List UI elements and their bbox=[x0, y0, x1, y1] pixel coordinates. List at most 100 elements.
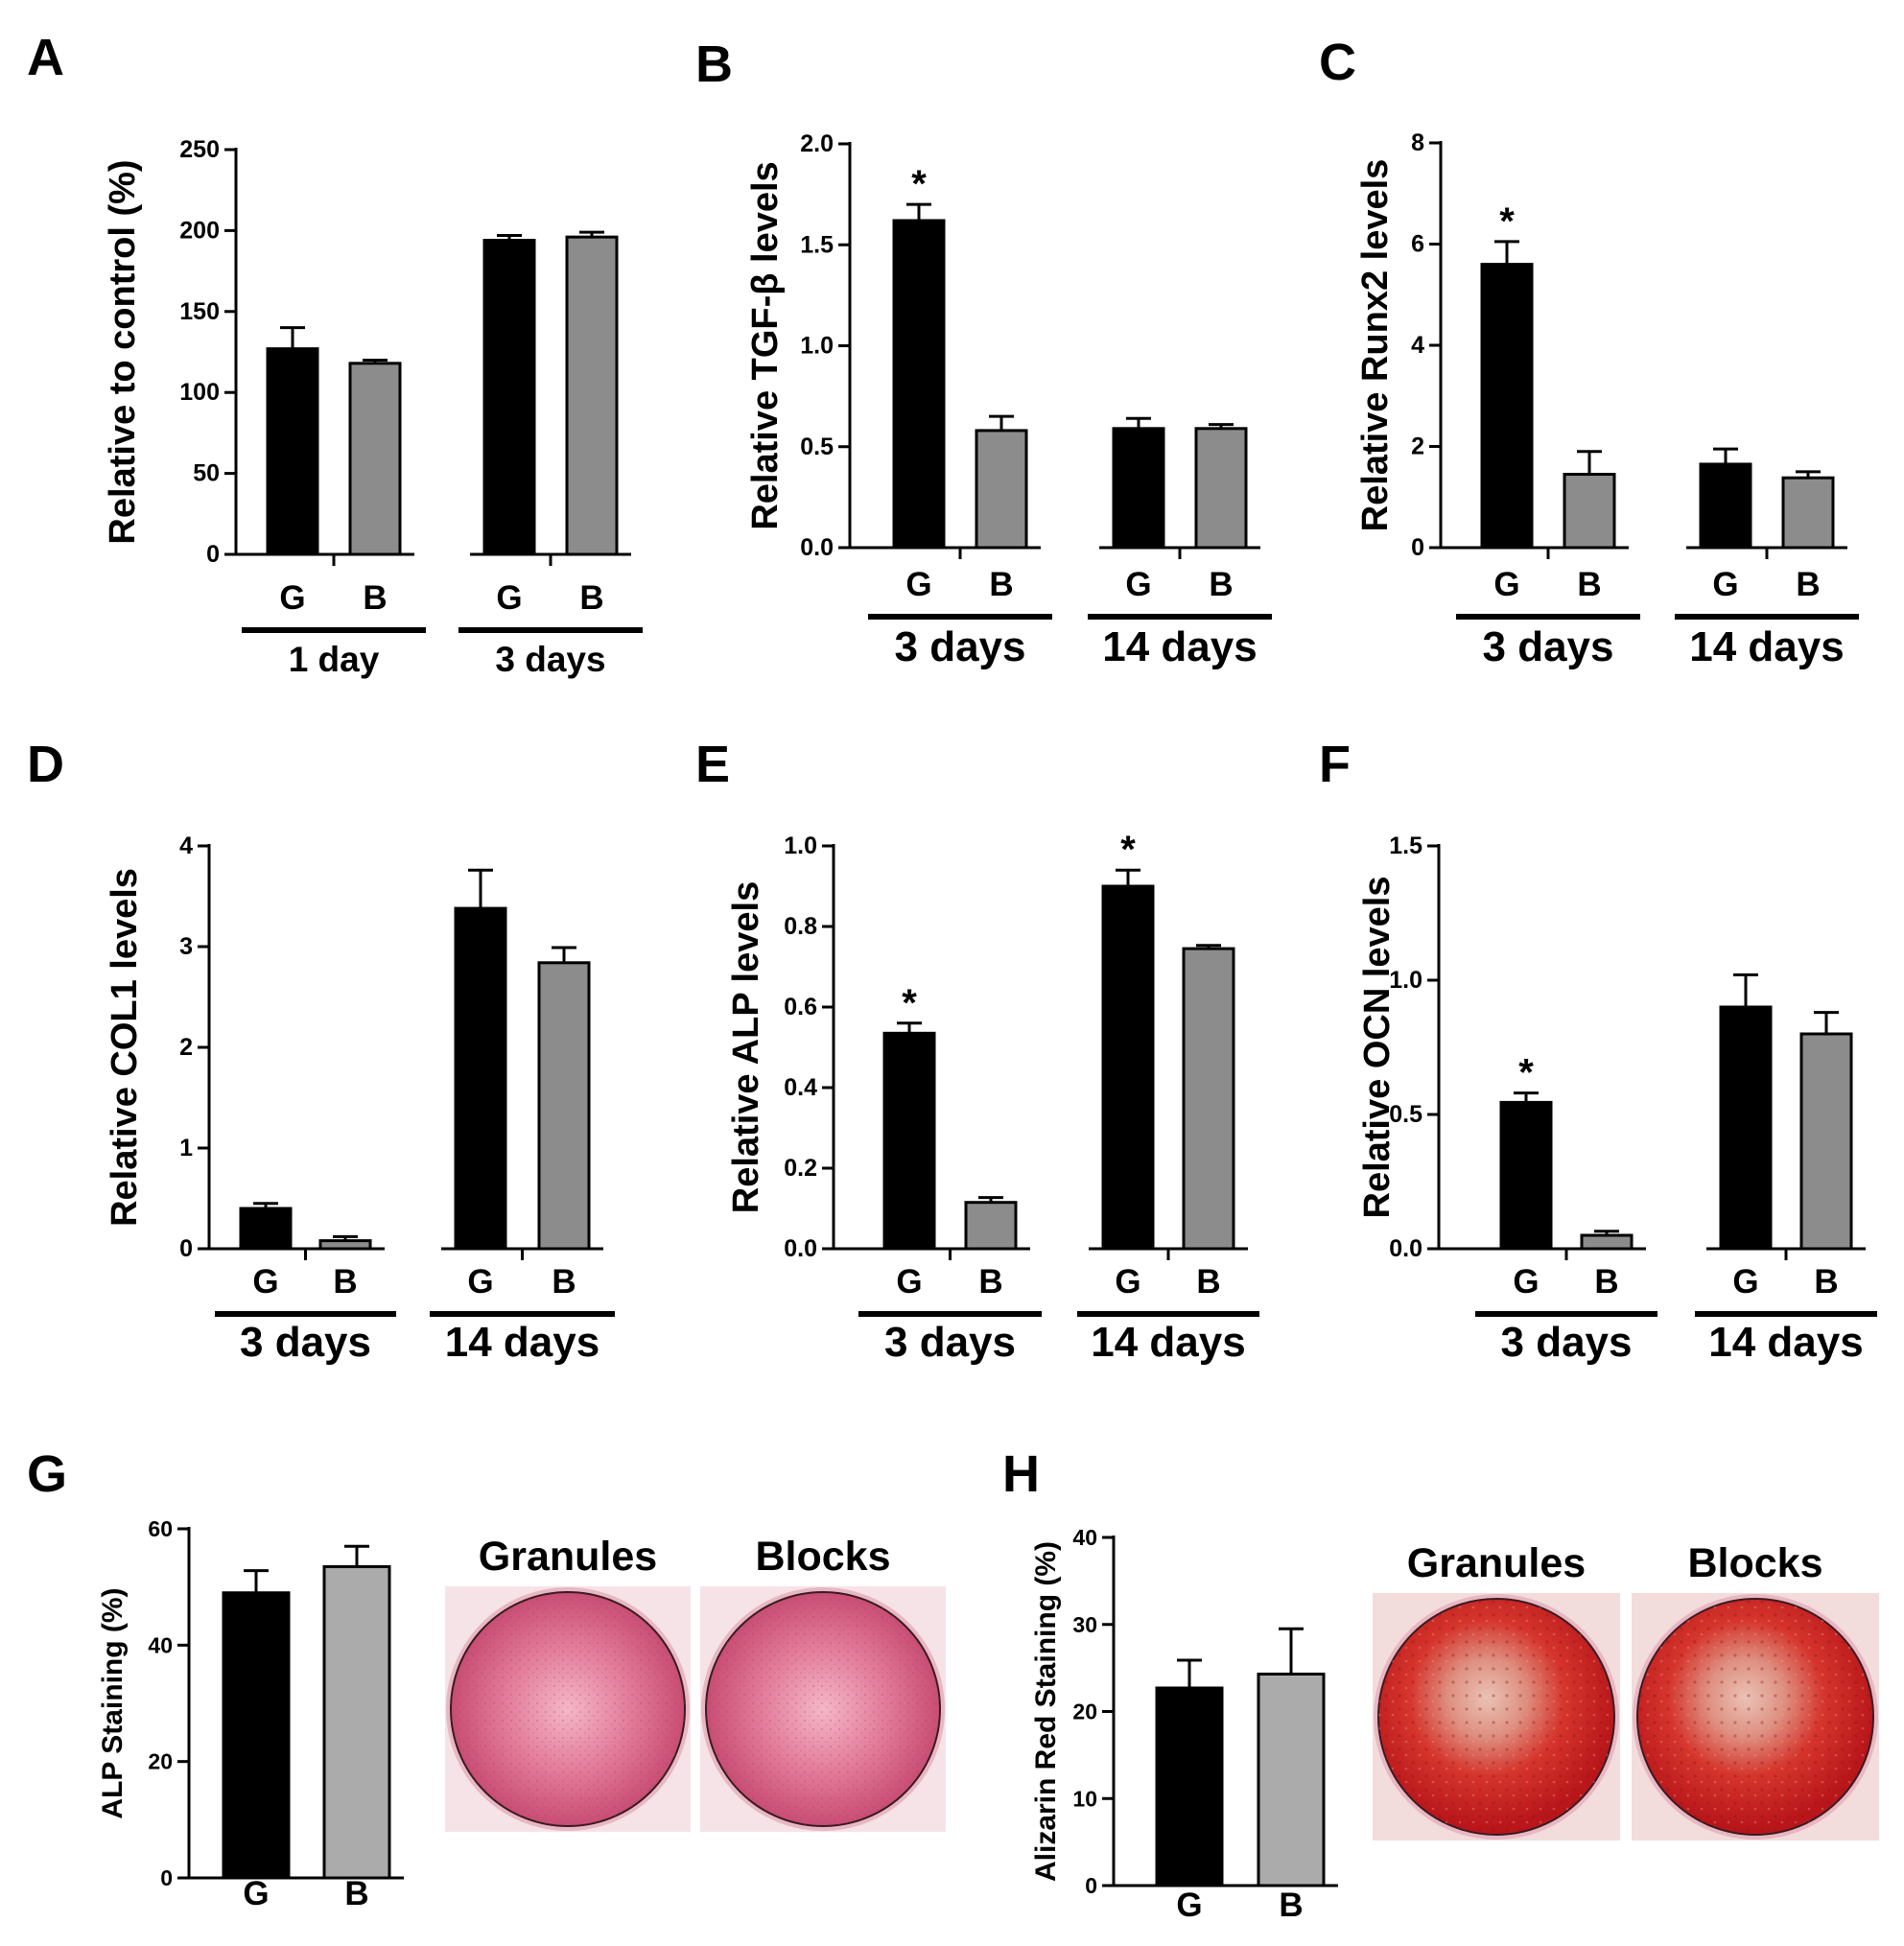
bar-label: B bbox=[552, 1263, 576, 1301]
panel-letter: C bbox=[1319, 34, 1356, 91]
group-label: 3 days bbox=[1483, 623, 1614, 670]
y-tick-label: 1.5 bbox=[1389, 832, 1422, 859]
panel-letter: H bbox=[1002, 1445, 1040, 1503]
y-tick-label: 0 bbox=[1411, 534, 1424, 561]
bar-f-1-b bbox=[1799, 1032, 1853, 1251]
bar-label: G bbox=[279, 579, 305, 617]
panel-c: C 0 2 4 6 8 Relative Runx2 levels * G B 3 days G B 14… bbox=[1319, 34, 1859, 670]
y-axis-label: Relative Runx2 levels bbox=[1355, 159, 1396, 532]
bar-label: B bbox=[989, 566, 1013, 603]
bar-label: B bbox=[1577, 566, 1601, 603]
y-tick-label: 50 bbox=[193, 460, 220, 487]
panel-letter: A bbox=[27, 29, 64, 86]
bar-label: B bbox=[344, 1875, 368, 1912]
bar-label: B bbox=[1814, 1263, 1838, 1301]
y-tick-label: 2.0 bbox=[800, 130, 834, 157]
stain-texture bbox=[706, 1592, 940, 1826]
group-label: 14 days bbox=[445, 1319, 599, 1366]
y-tick-label: 0.0 bbox=[800, 534, 834, 561]
bar-g-0-b bbox=[322, 1564, 391, 1880]
group-label: 14 days bbox=[1102, 623, 1257, 670]
bar-label: B bbox=[1594, 1263, 1618, 1301]
bar-label: G bbox=[1493, 566, 1519, 603]
well-rim bbox=[1374, 1594, 1619, 1840]
bar-f-1-g bbox=[1719, 1005, 1773, 1251]
bar-d-0-g bbox=[239, 1207, 293, 1251]
bar-label: G bbox=[252, 1263, 278, 1301]
y-tick-label: 20 bbox=[1072, 1700, 1097, 1724]
bar-label: G bbox=[1513, 1263, 1539, 1301]
y-tick-label: 0.4 bbox=[784, 1074, 817, 1101]
y-tick-label: 250 bbox=[179, 136, 220, 163]
y-tick-label: 0.6 bbox=[784, 994, 817, 1020]
stain-texture bbox=[451, 1592, 685, 1826]
group-label: 14 days bbox=[1708, 1319, 1863, 1366]
bar-label: G bbox=[1176, 1887, 1202, 1924]
y-tick-label: 1 bbox=[179, 1135, 193, 1161]
staining-image-granules: Granules bbox=[1373, 1540, 1620, 1840]
y-tick-label: 150 bbox=[179, 298, 220, 325]
y-axis-label: ALP Staining (%) bbox=[97, 1587, 129, 1818]
panel-letter: D bbox=[27, 736, 64, 793]
y-tick-label: 4 bbox=[179, 832, 193, 859]
y-tick-label: 0.5 bbox=[1389, 1101, 1422, 1128]
staining-image-blocks: Blocks bbox=[1632, 1540, 1879, 1840]
stain-texture bbox=[1637, 1599, 1873, 1835]
y-tick-label: 0 bbox=[206, 541, 220, 568]
y-tick-label: 1.0 bbox=[800, 333, 834, 360]
y-tick-label: 0 bbox=[179, 1235, 193, 1262]
bar-g-0-g bbox=[222, 1591, 291, 1880]
bar-e-1-g bbox=[1101, 884, 1155, 1251]
bar-label: G bbox=[905, 566, 931, 603]
y-axis-label: Relative to control (%) bbox=[103, 159, 143, 544]
panel-letter: B bbox=[695, 35, 733, 93]
bar-h-0-g bbox=[1155, 1686, 1224, 1887]
y-tick-label: 3 bbox=[179, 933, 193, 960]
panel-h: H 0 10 20 30 40 Alizarin Red Staining (%) G B Gra… bbox=[1002, 1445, 1879, 1924]
bar-label: B bbox=[1209, 566, 1233, 603]
y-axis-label: Relative OCN levels bbox=[1357, 877, 1398, 1219]
group-label: 1 day bbox=[289, 640, 380, 679]
y-tick-label: 0 bbox=[160, 1865, 173, 1890]
y-tick-label: 2 bbox=[1411, 434, 1424, 460]
y-tick-label: 200 bbox=[179, 217, 220, 244]
y-axis-label: Relative TGF-β levels bbox=[745, 161, 786, 529]
bar-c-1-b bbox=[1781, 476, 1835, 550]
bar-b-1-b bbox=[1194, 427, 1248, 550]
panel-letter: E bbox=[695, 736, 730, 793]
significance-mark: * bbox=[902, 982, 917, 1024]
bar-c-0-b bbox=[1563, 473, 1616, 550]
bar-label: G bbox=[467, 1263, 493, 1301]
bar-label: G bbox=[1115, 1263, 1140, 1301]
y-axis-label: Alizarin Red Staining (%) bbox=[1030, 1541, 1062, 1882]
panel-g: G 0 20 40 60 ALP Staining (%) G B Granules Blocks bbox=[27, 1445, 946, 1912]
bar-label: G bbox=[896, 1263, 922, 1301]
y-tick-label: 1.0 bbox=[784, 832, 817, 859]
y-tick-label: 8 bbox=[1411, 129, 1424, 156]
bar-a-1-g bbox=[482, 239, 536, 556]
y-tick-label: 6 bbox=[1411, 231, 1424, 258]
image-label: Blocks bbox=[755, 1534, 890, 1580]
y-tick-label: 100 bbox=[179, 379, 220, 406]
group-label: 3 days bbox=[1501, 1319, 1633, 1366]
group-label: 14 days bbox=[1689, 623, 1844, 670]
y-tick-label: 40 bbox=[148, 1632, 173, 1657]
y-tick-label: 0 bbox=[1085, 1873, 1097, 1898]
bar-label: G bbox=[1712, 566, 1738, 603]
bar-label: G bbox=[243, 1875, 269, 1912]
bar-label: B bbox=[333, 1263, 357, 1301]
y-tick-label: 1.5 bbox=[800, 231, 834, 258]
staining-image-granules: Granules bbox=[445, 1534, 691, 1832]
well-rim bbox=[1633, 1594, 1878, 1840]
bar-label: B bbox=[1279, 1887, 1303, 1924]
significance-mark: * bbox=[1120, 829, 1136, 871]
bar-a-0-b bbox=[348, 362, 402, 556]
group-label: 3 days bbox=[895, 623, 1026, 670]
y-axis-label: Relative COL1 levels bbox=[105, 868, 145, 1227]
panel-b: B 0.0 0.5 1.0 1.5 2.0 Relative TGF-β levels * G B… bbox=[695, 35, 1272, 670]
bar-d-1-g bbox=[454, 906, 507, 1251]
y-tick-label: 1.0 bbox=[1389, 967, 1422, 994]
y-tick-label: 0.8 bbox=[784, 913, 817, 940]
y-tick-label: 2 bbox=[179, 1034, 193, 1061]
